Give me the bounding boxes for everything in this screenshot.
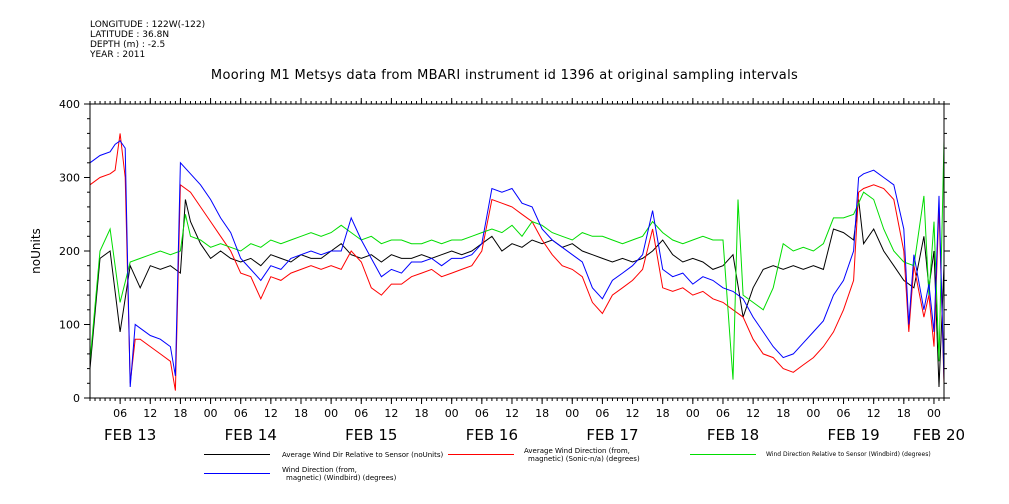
x-tick-label: 18	[897, 407, 911, 420]
legend-entry-avg-wind-direction-line1: Average Wind Direction (from,	[524, 447, 630, 455]
x-day-label: FEB 15	[345, 426, 397, 444]
x-tick-label: 12	[143, 407, 157, 420]
x-tick-label: 06	[113, 407, 127, 420]
legend-entry-avg-wind-direction: Average Wind Direction (from, magnetic) …	[524, 447, 640, 463]
legend-swatch-blue	[204, 473, 270, 474]
x-day-label: FEB 19	[827, 426, 879, 444]
x-tick-label: 00	[445, 407, 459, 420]
y-axis-label: noUnits	[29, 228, 43, 274]
legend-entry-wind-dir-relative-windbird: Wind Direction Relative to Sensor (Windb…	[766, 451, 931, 458]
x-tick-label: 06	[716, 407, 730, 420]
x-tick-label: 00	[686, 407, 700, 420]
x-tick-label: 12	[746, 407, 760, 420]
x-tick-label: 18	[776, 407, 790, 420]
legend-entry-avg-wind-dir-relative: Average Wind Dir Relative to Sensor (noU…	[282, 451, 444, 459]
legend-entry-wind-direction-windbird-line1: Wind Direction (from,	[282, 466, 357, 474]
x-tick-label: 06	[354, 407, 368, 420]
y-tick-label: 200	[59, 245, 80, 258]
tick-layer: 0 100 200 300 400 06 12 18 00 06 12 18 00 06 12 18 00 06 1…	[59, 98, 965, 444]
y-tick-label: 100	[59, 319, 80, 332]
legend-swatch-red	[448, 454, 514, 455]
x-tick-label: 18	[535, 407, 549, 420]
x-day-label: FEB 14	[225, 426, 277, 444]
plot-frame	[89, 103, 945, 399]
series-line-4	[89, 140, 945, 388]
x-day-label: FEB 18	[707, 426, 759, 444]
series-line-1	[89, 199, 945, 388]
legend-swatch-green	[690, 454, 756, 455]
x-tick-label: 12	[264, 407, 278, 420]
x-day-label: FEB 13	[104, 426, 156, 444]
y-tick-label: 0	[73, 392, 80, 405]
latitude-label: LATITUDE : 36.8N	[90, 30, 170, 40]
longitude-label: LONGITUDE : 122W(-122)	[90, 20, 206, 30]
depth-label: DEPTH (m) : -2.5	[90, 40, 166, 50]
x-tick-label: 18	[294, 407, 308, 420]
x-tick-label: 06	[234, 407, 248, 420]
x-tick-label: 00	[806, 407, 820, 420]
y-tick-label: 400	[59, 98, 80, 111]
x-tick-label: 00	[324, 407, 338, 420]
x-tick-label: 18	[656, 407, 670, 420]
x-day-label: FEB 20	[913, 426, 965, 444]
x-tick-label: 06	[837, 407, 851, 420]
x-tick-label: 12	[867, 407, 881, 420]
year-label: YEAR : 2011	[90, 50, 146, 60]
series-line-2	[89, 133, 945, 391]
legend-entry-avg-wind-direction-line2: magnetic) (Sonic-n/a) (degrees)	[528, 455, 640, 463]
x-tick-label: 12	[626, 407, 640, 420]
x-day-label: FEB 17	[586, 426, 638, 444]
x-tick-label: 18	[173, 407, 187, 420]
x-day-label: FEB 16	[466, 426, 518, 444]
x-tick-label: 18	[415, 407, 429, 420]
series-line-3	[89, 140, 945, 380]
x-tick-label: 00	[927, 407, 941, 420]
mooring-metadata: LONGITUDE : 122W(-122) LATITUDE : 36.8N …	[90, 20, 205, 60]
x-tick-label: 06	[595, 407, 609, 420]
legend-swatch-black	[204, 454, 270, 455]
legend-entry-wind-direction-windbird: Wind Direction (from, magnetic) (Windbir…	[282, 466, 396, 482]
x-tick-label: 00	[565, 407, 579, 420]
series-layer	[89, 133, 945, 391]
x-tick-label: 12	[505, 407, 519, 420]
chart-title: Mooring M1 Metsys data from MBARI instru…	[210, 68, 799, 83]
x-tick-label: 06	[475, 407, 489, 420]
legend-entry-wind-direction-windbird-line2: magnetic) (Windbird) (degrees)	[286, 474, 397, 482]
x-tick-label: 12	[384, 407, 398, 420]
y-tick-label: 300	[59, 172, 80, 185]
x-tick-label: 00	[204, 407, 218, 420]
